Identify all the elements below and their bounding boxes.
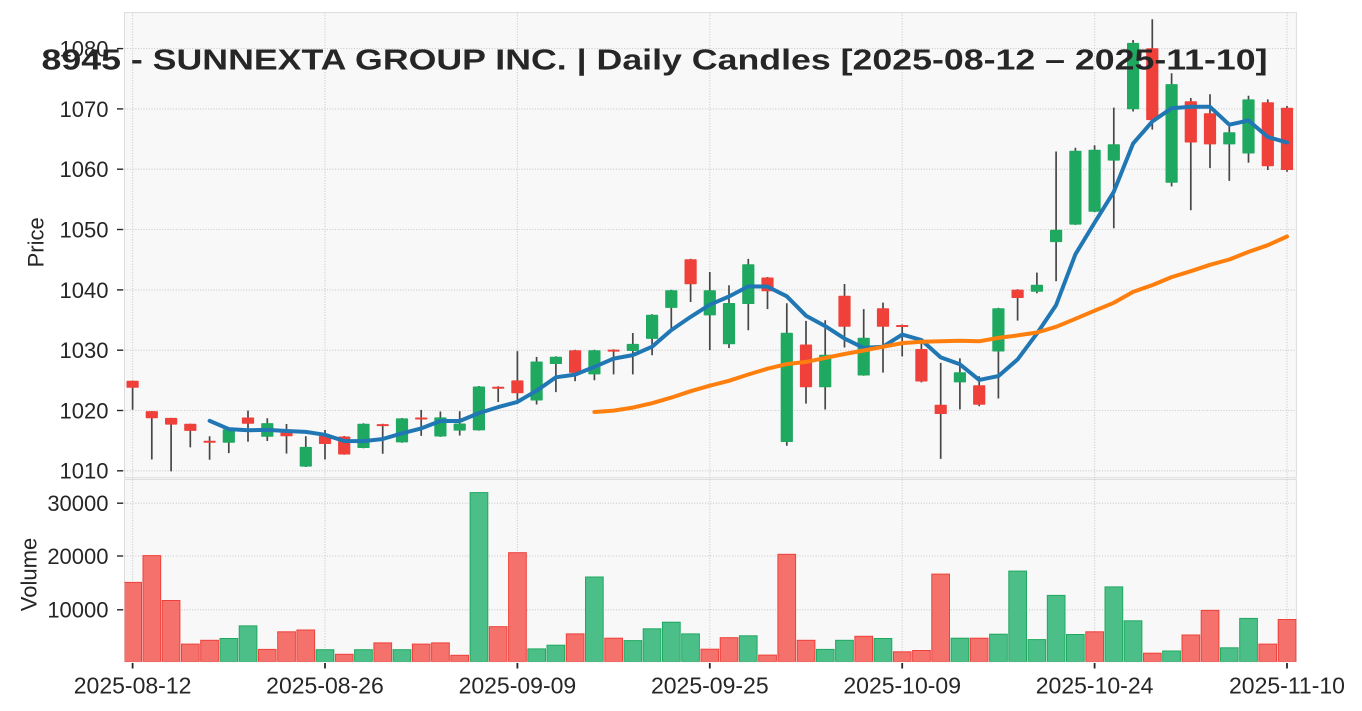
svg-text:1080: 1080 [60, 37, 109, 62]
svg-text:1050: 1050 [60, 217, 109, 242]
svg-text:20000: 20000 [47, 544, 108, 569]
svg-text:1070: 1070 [60, 97, 109, 122]
svg-text:1060: 1060 [60, 157, 109, 182]
svg-text:2025-10-24: 2025-10-24 [1036, 673, 1154, 699]
svg-text:2025-11-10: 2025-11-10 [1229, 673, 1345, 699]
svg-text:1010: 1010 [60, 459, 109, 484]
svg-text:2025-08-12: 2025-08-12 [74, 673, 192, 699]
svg-text:1030: 1030 [60, 338, 109, 363]
svg-text:10000: 10000 [47, 598, 108, 623]
svg-text:Volume: Volume [17, 538, 42, 611]
svg-text:2025-09-25: 2025-09-25 [651, 673, 769, 699]
svg-text:2025-10-09: 2025-10-09 [843, 673, 961, 699]
svg-text:2025-08-26: 2025-08-26 [266, 673, 384, 699]
svg-text:30000: 30000 [47, 491, 108, 516]
svg-text:Price: Price [24, 217, 49, 267]
svg-text:1040: 1040 [60, 278, 109, 303]
svg-text:1020: 1020 [60, 398, 109, 423]
svg-text:8945 - SUNNEXTA GROUP INC. | D: 8945 - SUNNEXTA GROUP INC. | Daily Candl… [42, 44, 1268, 76]
svg-text:2025-09-09: 2025-09-09 [459, 673, 577, 699]
